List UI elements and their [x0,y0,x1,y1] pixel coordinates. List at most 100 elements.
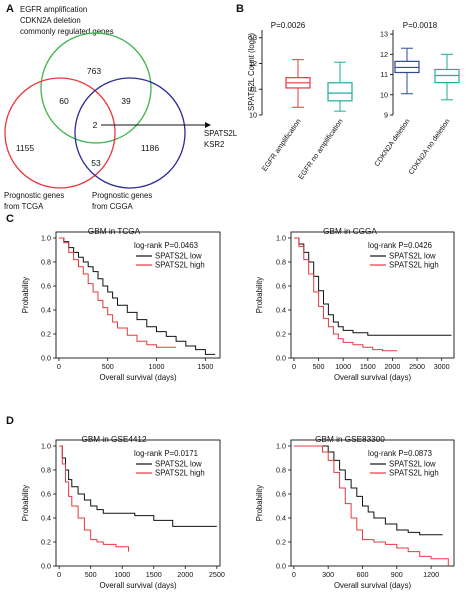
box-y-tick-label: 10 [380,90,388,99]
venn-count-top-left: 60 [59,96,69,106]
km-x-tick-label: 1500 [146,570,162,579]
km-title: GBM in GSE4412 [81,435,147,444]
km-y-tick-label: 0.8 [41,466,51,475]
km-x-tick-label: 900 [391,570,403,579]
km-curve-low [58,237,216,355]
km-x-tick-label: 1000 [114,570,130,579]
km-x-tick-label: 300 [322,570,334,579]
venn-top-label-line-1: EGFR amplification [20,5,87,14]
box-marks-egfr [285,59,353,112]
km-y-tick-label: 0.2 [41,538,51,547]
venn-arrow-head [205,122,211,128]
box-group-label: CDKN2A deletion [372,117,411,168]
venn-count-left-right: 53 [91,158,101,168]
km-ylabel: Probability [21,277,30,314]
box-y-tick-label: 10 [249,111,257,120]
km-x-tick-label: 500 [313,362,325,371]
km-x-tick-label: 600 [356,570,368,579]
km-y-tick-label: 0.0 [41,562,51,571]
panel-b: B SPATS2L Count (log2) P=0.0026 10 11 12 13… [236,3,460,181]
venn-count-left-only: 1155 [16,143,35,153]
venn-right-label-line-2: from CGGA [92,202,134,211]
km-xlabel: Overall survival (days) [334,373,412,382]
km-y-tick-label: 0.4 [41,306,51,315]
km-title: GBM in GSE83300 [315,435,385,444]
km-plot-gse4412: GBM in GSE4412 Probability Overall surviva… [21,435,225,590]
box-y-tick-label: 13 [249,33,257,42]
km-curve-low [294,237,452,336]
km-x-tick-label: 1000 [149,362,165,371]
km-x-tick-label: 500 [102,362,114,371]
km-legend-label-low: SPATS2L low [389,252,436,261]
km-curve-high [59,445,129,552]
km-legend-label-high: SPATS2L high [389,261,439,270]
km-curve-low [59,445,217,527]
km-curve-low [293,445,443,536]
km-pvalue: log-rank P=0.0463 [134,241,198,250]
km-curve-high [293,445,449,566]
box-body [327,82,353,102]
box-y-tick-label: 9 [384,111,388,120]
box-ylabel: SPATS2L Count (log2) [247,33,256,111]
km-legend-label-low: SPATS2L low [389,460,436,469]
venn-arrow-label-line-1: SPATS2L [204,129,238,138]
panel-letter-c: C [6,213,14,225]
km-y-tick-label: 0.8 [276,258,286,267]
km-x-tick-label: 0 [292,570,296,579]
km-x-tick-label: 3000 [434,362,450,371]
venn-circle-left [4,77,116,189]
venn-top-label-line-3: commonly regulated genes [20,27,114,36]
venn-arrow-label-line-2: KSR2 [204,140,224,149]
km-y-tick-label: 0.2 [276,330,286,339]
km-y-tick-label: 0.6 [276,490,286,499]
box-pvalue-egfr: P=0.0026 [271,21,306,30]
km-frame [290,231,455,359]
km-plot-gse83300: GBM in GSE83300 Probability Overall surviv… [255,435,455,590]
box-pvalue-cdkn2a: P=0.0018 [403,21,438,30]
km-x-tick-label: 500 [85,570,97,579]
panel-letter-b: B [236,3,244,15]
km-y-tick-label: 0.2 [41,330,51,339]
venn-count-top-only: 763 [87,66,101,76]
venn-count-all-three: 2 [93,120,98,130]
km-curve-high [294,237,398,352]
km-xlabel: Overall survival (days) [334,581,412,590]
km-pvalue: log-rank P=0.0171 [134,449,198,458]
km-y-tick-label: 1.0 [276,442,286,451]
venn-circle-top [40,32,152,144]
venn-count-top-right: 39 [121,96,131,106]
km-y-tick-label: 1.0 [41,234,51,243]
km-ylabel: Probability [255,485,264,522]
km-y-tick-label: 0.0 [41,354,51,363]
km-y-tick-label: 0.8 [41,258,51,267]
km-y-tick-label: 1.0 [41,442,51,451]
km-xlabel: Overall survival (days) [99,581,177,590]
km-frame [55,231,221,359]
km-y-tick-label: 0.0 [276,354,286,363]
km-x-tick-label: 1500 [197,362,213,371]
km-legend-label-high: SPATS2L high [155,469,205,478]
km-y-tick-label: 0.2 [276,538,286,547]
km-y-tick-label: 0.0 [276,562,286,571]
km-pvalue: log-rank P=0.0873 [368,449,432,458]
km-plot-tcga: GBM in TCGA Probability Overall survival (… [21,227,221,382]
km-y-tick-label: 0.6 [276,282,286,291]
panel-letter-a: A [6,3,14,15]
km-legend-label-high: SPATS2L high [155,261,205,270]
km-x-tick-label: 1000 [335,362,351,371]
km-legend-label-high: SPATS2L high [389,469,439,478]
box-y-tick-label: 12 [380,50,388,59]
box-y-tick-label: 13 [380,30,388,39]
km-y-tick-label: 1.0 [276,234,286,243]
box-y-tick-label: 11 [381,70,388,79]
km-y-tick-label: 0.4 [276,514,286,523]
km-plot-cgga: GBM in CGGA Probability Overall survival (… [255,227,455,382]
box-yticks-egfr: 10 11 12 13 [249,30,263,120]
km-legend-label-low: SPATS2L low [155,252,202,261]
km-x-tick-label: 2000 [384,362,400,371]
km-y-tick-label: 0.8 [276,466,286,475]
box-plot-cdkn2a: P=0.0018 9 10 11 12 13 CDKN2A deletionCDKN2A… [372,21,460,176]
